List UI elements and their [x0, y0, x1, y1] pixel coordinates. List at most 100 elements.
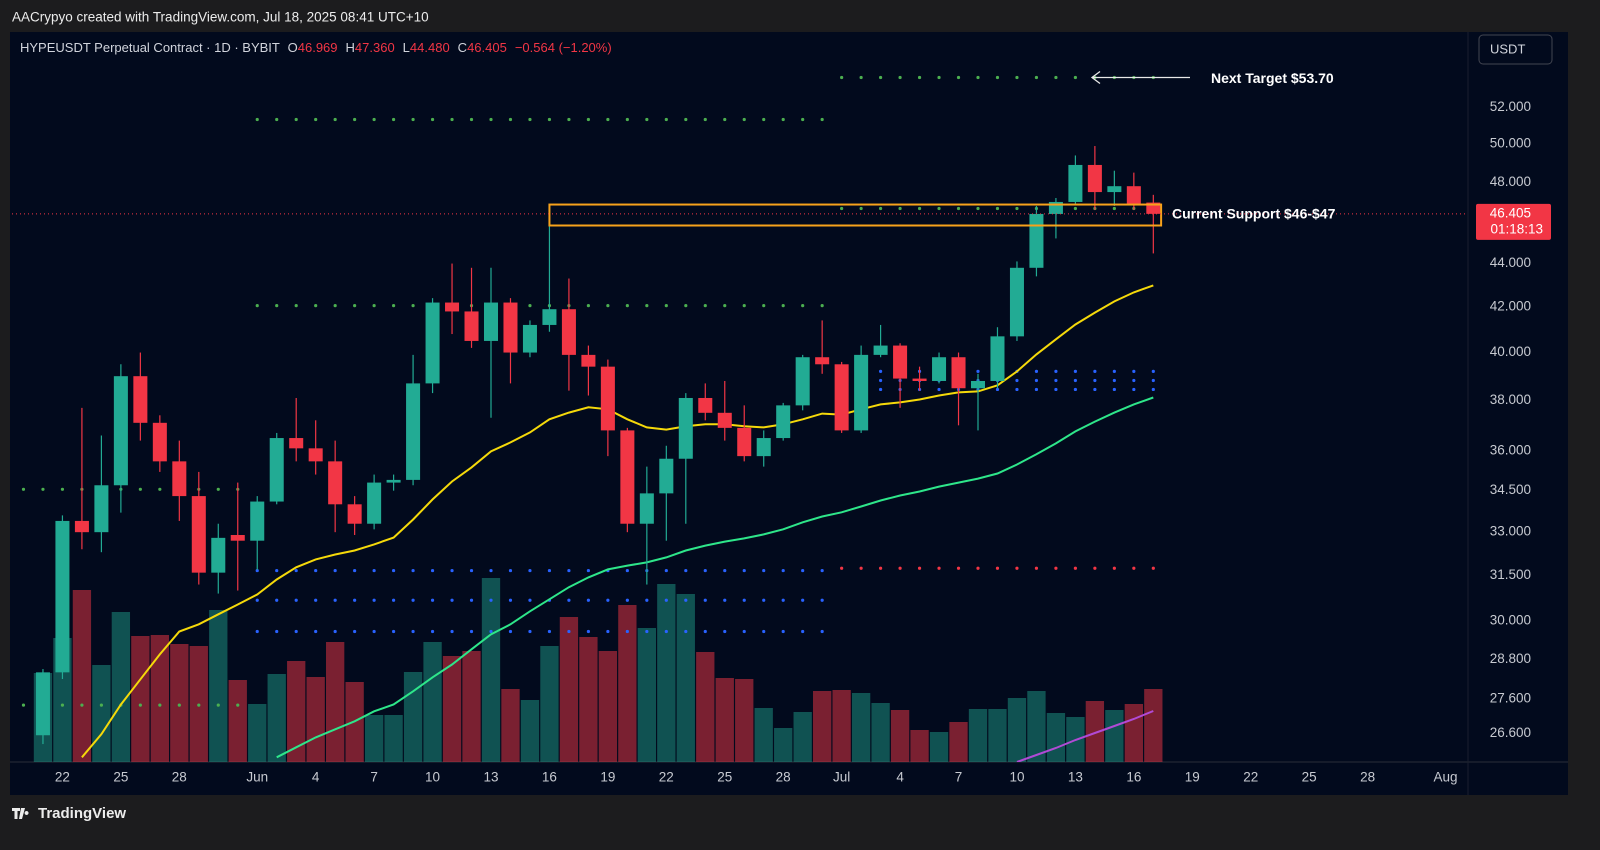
candle-body [1009, 267, 1024, 337]
volume-bar [968, 709, 988, 762]
volume-bar [735, 679, 754, 762]
x-tick-label: 28 [1360, 770, 1375, 785]
volume-bar [774, 728, 793, 762]
volume-bar [462, 651, 481, 762]
x-tick-label: 22 [659, 770, 674, 785]
y-tick-label: 31.500 [1490, 567, 1531, 582]
candle-body [795, 357, 810, 406]
candle-body [815, 357, 830, 365]
candle-body [756, 438, 771, 457]
currency-button[interactable] [1478, 34, 1553, 65]
y-tick-label: 38.000 [1490, 392, 1531, 407]
countdown: 01:18:13 [1490, 221, 1543, 236]
candle-body [834, 364, 849, 431]
candle-body [367, 482, 382, 524]
candle-body [289, 438, 304, 449]
x-tick-label: 25 [1302, 770, 1317, 785]
volume-bar [1105, 710, 1124, 762]
candle-body [35, 672, 50, 736]
candle-body [776, 405, 791, 439]
volume-bar [871, 703, 890, 762]
volume-bar [929, 732, 949, 762]
volume-bar [832, 690, 851, 762]
candle-body [581, 354, 596, 367]
x-tick-label: 19 [600, 770, 615, 785]
x-tick-label: 16 [542, 770, 557, 785]
y-tick-label: 44.000 [1490, 255, 1531, 270]
candle-body [932, 357, 947, 381]
candle-body [503, 302, 518, 353]
candle-body [561, 309, 576, 355]
volume-bar [793, 712, 812, 762]
candle-body [854, 354, 869, 431]
candle-body [1146, 202, 1161, 214]
logo-icon [12, 808, 29, 819]
candle-body [912, 378, 927, 381]
candle-body [445, 302, 460, 312]
volume-bar [949, 722, 968, 762]
volume-bar [364, 715, 384, 762]
x-tick-label: 10 [425, 770, 440, 785]
candle-body [893, 345, 908, 379]
volume-bar [851, 693, 871, 762]
candle-body [211, 537, 226, 573]
volume-bar [501, 689, 520, 762]
candle-body [1126, 186, 1141, 204]
currency[interactable]: USDT [1490, 41, 1525, 56]
candle-body [133, 376, 148, 423]
y-tick-label: 36.000 [1490, 442, 1531, 457]
volume-bar [209, 610, 228, 762]
candle-body [990, 336, 1005, 381]
chart-header: HYPEUSDT Perpetual Contract · 1D · BYBIT… [20, 40, 612, 55]
ohlc-label: H [346, 40, 355, 55]
volume-bar [559, 617, 579, 762]
y-tick-label: 26.600 [1490, 725, 1531, 740]
target-label: Next Target $53.70 [1211, 70, 1334, 86]
y-tick-label: 42.000 [1490, 299, 1531, 314]
x-tick-label: Aug [1434, 770, 1458, 785]
x-tick-label: 4 [312, 770, 320, 785]
volume-bar [287, 661, 306, 762]
y-tick-label: 28.800 [1490, 651, 1531, 666]
candle-body [113, 376, 128, 486]
x-tick-label: 4 [896, 770, 904, 785]
chart-title: HYPEUSDT Perpetual Contract · 1D · BYBIT [20, 40, 280, 55]
volume-ma-line [1016, 710, 1154, 762]
change: −0.564 (−1.20%) [515, 40, 612, 55]
volume-bar [170, 644, 189, 762]
candle-body [1107, 186, 1122, 193]
volume-bar [637, 628, 656, 762]
volume-bar [715, 678, 734, 762]
candle-body [191, 496, 206, 573]
footer-logo: TradingView [12, 805, 126, 822]
volume-bar [92, 665, 111, 762]
candle-body [406, 383, 421, 480]
volume-bar [423, 642, 442, 762]
y-tick-label: 34.500 [1490, 482, 1531, 497]
volume-bar [988, 709, 1007, 762]
x-tick-label: Jul [833, 770, 850, 785]
candle-body [737, 427, 752, 457]
candle-body [250, 501, 265, 541]
candle-body [970, 380, 986, 389]
volume-bar [111, 612, 131, 762]
ohlc-label: O [288, 40, 298, 55]
ohlc-value: 44.480 [410, 40, 450, 55]
price-tag [1476, 203, 1551, 240]
ohlc-value: 46.405 [467, 40, 507, 55]
volume-bar [618, 605, 637, 762]
target-arrowhead [1090, 70, 1101, 85]
moving-average [276, 396, 1154, 759]
candle-body [152, 422, 167, 462]
candle-body [678, 397, 693, 459]
candle-body [522, 324, 537, 353]
x-tick-label: 7 [955, 770, 963, 785]
y-tick-label: 52.000 [1490, 99, 1531, 114]
volume-bar [72, 590, 92, 762]
candle-body [74, 520, 89, 533]
x-tick-label: 25 [113, 770, 128, 785]
footer-text: TradingView [38, 805, 126, 822]
candle-body [1048, 201, 1063, 214]
